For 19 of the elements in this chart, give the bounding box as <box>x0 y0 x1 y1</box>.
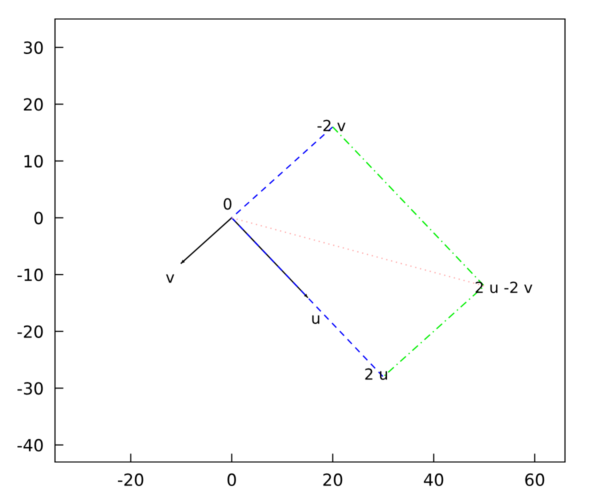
x-tick-label: 40 <box>424 473 444 486</box>
y-tick-label: 20 <box>24 98 43 111</box>
annotation: u <box>312 315 320 324</box>
y-tick-label: -40 <box>17 438 43 452</box>
annotation: 0 <box>224 198 232 210</box>
y-tick-label: -20 <box>17 325 43 338</box>
annotation: -2 v <box>318 120 346 132</box>
annotation: 2 u -2 v <box>476 282 532 294</box>
y-tick-label: 10 <box>24 154 43 168</box>
x-tick-label: -20 <box>118 473 144 486</box>
annotation: v <box>166 274 174 283</box>
x-tick-label: 20 <box>323 473 342 486</box>
y-tick-label: -10 <box>17 268 43 282</box>
y-tick-label: -30 <box>17 382 43 395</box>
x-tick-label: 0 <box>228 473 236 486</box>
annotation: 2 u <box>365 368 388 380</box>
y-tick-label: 0 <box>34 212 43 224</box>
y-tick-label: 30 <box>24 41 43 54</box>
x-tick-label: 60 <box>525 473 544 486</box>
